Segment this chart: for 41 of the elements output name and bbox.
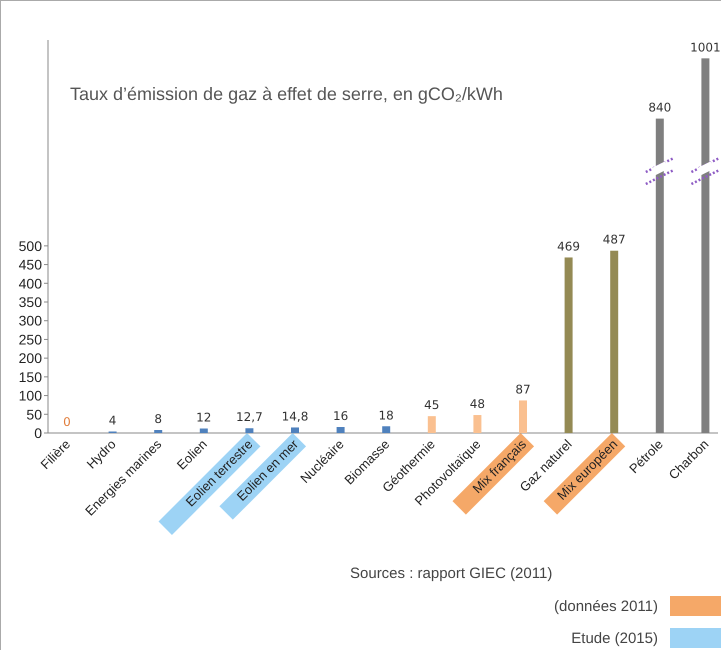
bar (154, 430, 162, 433)
bar (245, 428, 254, 433)
y-tick-label: 300 (18, 312, 42, 329)
data-label: 0 (63, 415, 71, 429)
bar (610, 250, 618, 433)
y-tick-label: 200 (18, 350, 42, 366)
data-label: 840 (648, 100, 672, 115)
y-tick-label: 100 (18, 388, 42, 404)
y-tick-label: 350 (18, 294, 42, 310)
bar (428, 416, 436, 433)
data-label: 45 (424, 398, 440, 412)
y-tick-label: 50 (26, 406, 42, 422)
text: Etude (2015) (571, 630, 658, 647)
data-label: 14,8 (282, 409, 308, 424)
data-label: 16 (332, 409, 348, 424)
y-tick-label: 450 (18, 256, 42, 273)
data-label: 48 (470, 397, 486, 412)
data-label: 469 (557, 239, 580, 254)
bar (473, 415, 482, 433)
bar (519, 400, 527, 433)
bar (564, 257, 573, 433)
data-label: 487 (602, 232, 626, 247)
data-label: 12,7 (236, 410, 263, 424)
data-label: 18 (378, 408, 394, 422)
y-tick-label: 0 (34, 425, 42, 441)
data-label: 87 (515, 382, 531, 396)
y-tick-label: 250 (18, 331, 42, 348)
data-label: 12 (196, 410, 212, 425)
y-tick-label: 150 (18, 368, 42, 385)
text: Taux d’émission de gaz à effet de serre, en gCO₂/kWh (70, 84, 503, 104)
text: (données 2011) (554, 598, 658, 615)
y-tick-label: 500 (18, 238, 42, 254)
data-label: 8 (154, 412, 162, 426)
bar (336, 427, 345, 433)
bar (382, 426, 390, 433)
data-label: 1001 (690, 40, 721, 54)
bar (200, 428, 208, 433)
data-label: 4 (108, 414, 116, 428)
source-note: Sources : rapport GIEC (2011) (350, 565, 552, 582)
y-tick-label: 400 (18, 275, 42, 292)
bar (291, 427, 299, 433)
